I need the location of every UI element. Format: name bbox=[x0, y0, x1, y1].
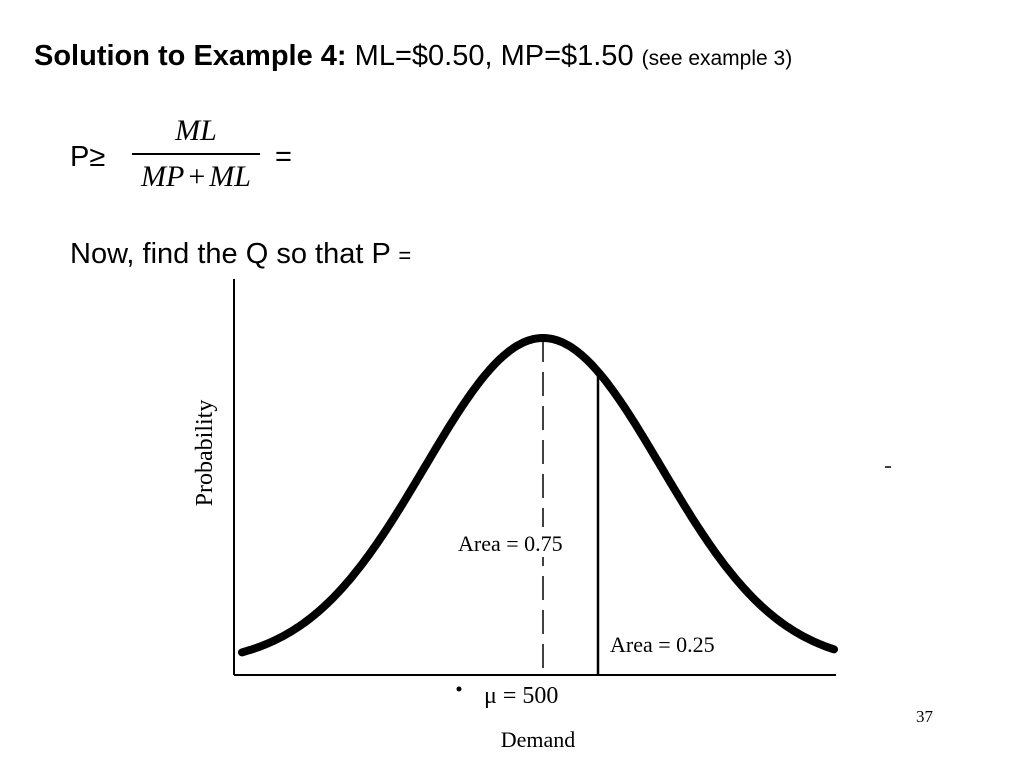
bullet-dot bbox=[456, 686, 462, 692]
area-right-label: Area = 0.25 bbox=[610, 632, 715, 657]
page-number: 37 bbox=[916, 707, 933, 726]
title-values: ML=$0.50, MP=$1.50 bbox=[354, 40, 634, 72]
area-left-label: Area = 0.75 bbox=[458, 531, 563, 556]
title-note: (see example 3) bbox=[641, 47, 793, 70]
instruction-main: Now, find the Q so that P bbox=[70, 238, 391, 270]
fraction-bar bbox=[132, 153, 260, 155]
formula-rhs: = bbox=[275, 141, 292, 173]
y-axis-label: Probability bbox=[192, 400, 218, 507]
denominator-operator: + bbox=[188, 160, 206, 193]
bell-curve bbox=[238, 334, 838, 657]
instruction-equals: = bbox=[398, 243, 412, 268]
denominator-left: MP bbox=[141, 160, 185, 193]
formula-lhs: P≥ bbox=[70, 141, 106, 173]
x-axis-label: Demand bbox=[501, 727, 576, 752]
formula-denominator: MP + ML bbox=[126, 158, 266, 196]
instruction-text: Now, find the Q so that P = bbox=[70, 238, 411, 271]
label-mask bbox=[538, 527, 550, 557]
formula-fraction: ML MP + ML bbox=[126, 112, 266, 196]
denominator-right: ML bbox=[209, 160, 251, 193]
formula-numerator: ML bbox=[175, 114, 217, 147]
title-bold: Solution to Example 4: bbox=[34, 40, 347, 72]
mean-label: μ = 500 bbox=[484, 683, 558, 709]
slide-title: Solution to Example 4: ML=$0.50, MP=$1.5… bbox=[34, 40, 792, 73]
